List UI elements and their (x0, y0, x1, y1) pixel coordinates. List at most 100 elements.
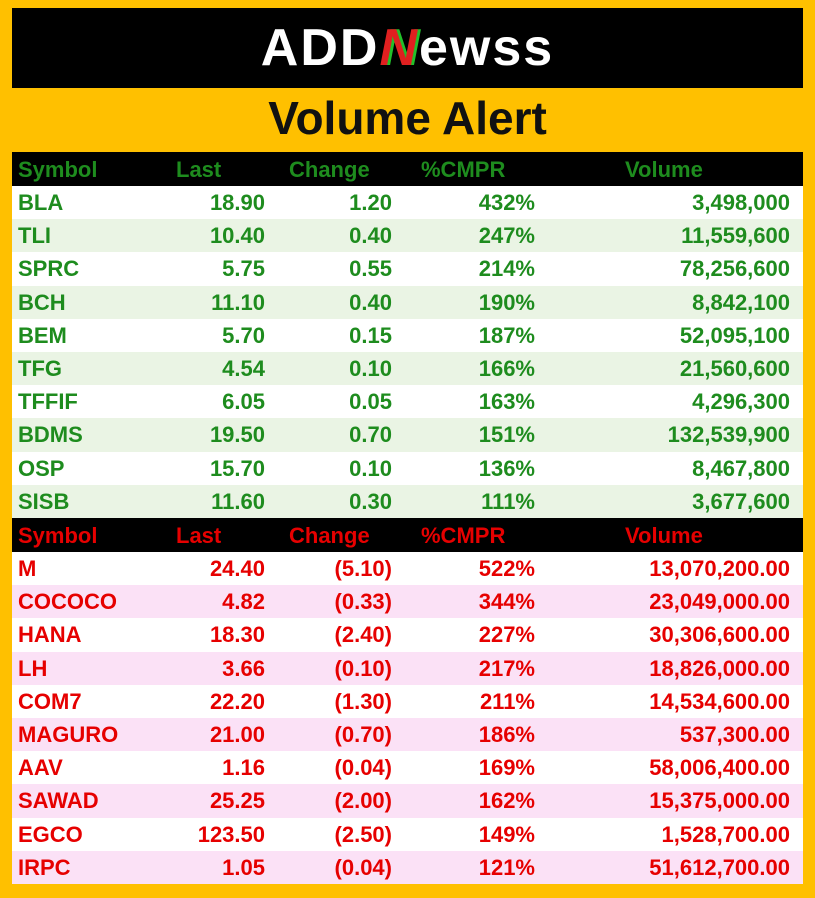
symbol: M (18, 556, 37, 581)
table-row: HANA 18.30 (2.40) 227% 30,306,600.00 (12, 618, 803, 652)
table-row: SAWAD 25.25 (2.00) 162% 15,375,000.00 (12, 784, 803, 818)
table-row: TFFIF 6.05 0.05 163% 4,296,300 (12, 385, 803, 419)
column-header: Last (176, 157, 222, 182)
logo-part: N (379, 19, 419, 77)
cell: (0.04) (334, 755, 392, 781)
cell: 18,826,000.00 (649, 655, 790, 681)
title: Volume Alert (268, 92, 547, 144)
symbol: BLA (18, 190, 64, 215)
symbol: TLI (18, 223, 51, 249)
cell: 190% (478, 289, 535, 315)
cell: 0.30 (349, 488, 392, 514)
cell: (0.10) (334, 655, 392, 681)
gainers-table: Symbol Last Change %CMPR Volume BLA 18.90 1.20 4… (12, 152, 803, 518)
column-header: Change (289, 523, 370, 548)
symbol: AAV (18, 755, 63, 781)
cell: 8,467,800 (692, 455, 790, 481)
symbol: SAWAD (18, 788, 99, 814)
cell: 0.15 (349, 322, 392, 348)
table-row: M 24.40 (5.10) 522% 13,070,200.00 (12, 552, 803, 586)
cell: 14,534,600.00 (649, 688, 790, 714)
cell: 5.70 (222, 322, 265, 348)
symbol: MAGURO (18, 721, 119, 747)
symbol: BDMS (18, 422, 83, 448)
cell: 1.16 (222, 755, 265, 781)
symbol: BCH (18, 289, 66, 315)
table-row: IRPC 1.05 (0.04) 121% 51,612,700.00 (12, 850, 803, 884)
table-row: BCH 11.10 0.40 190% 8,842,100 (12, 285, 803, 319)
cell: 1.05 (222, 854, 265, 880)
logo-part: ewss (419, 19, 555, 77)
column-header: Last (176, 523, 222, 548)
column-header: Volume (625, 523, 703, 548)
cell: 4,296,300 (692, 389, 790, 415)
cell: 149% (478, 821, 535, 847)
cell: 166% (478, 355, 535, 381)
cell: (2.00) (334, 788, 392, 814)
cell: 0.05 (349, 389, 392, 415)
cell: 121% (478, 854, 535, 880)
cell: 214% (478, 256, 535, 282)
cell: 537,300.00 (679, 721, 790, 747)
cell: 11.10 (211, 289, 265, 315)
table-row: TFG 4.54 0.10 166% 21,560,600 (12, 351, 803, 386)
column-header: Symbol (18, 157, 98, 182)
cell: 18.90 (209, 190, 265, 215)
symbol: LH (18, 655, 48, 681)
cell: 8,842,100 (692, 289, 790, 315)
cell: 344% (478, 589, 535, 615)
column-header: Symbol (18, 523, 98, 548)
cell: 163% (478, 389, 535, 415)
cell: 1.20 (349, 190, 392, 215)
cell: 11.60 (211, 488, 265, 514)
cell: (1.30) (334, 688, 392, 714)
cell: (2.40) (334, 622, 392, 648)
table-row: BLA 18.90 1.20 432% 3,498,000 (12, 186, 803, 220)
symbol: COM7 (18, 688, 82, 714)
cell: 6.05 (222, 389, 265, 415)
cell: 247% (478, 223, 535, 249)
cell: 217% (478, 655, 535, 681)
cell: 169% (478, 755, 535, 781)
cell: 3,677,600 (692, 488, 790, 514)
cell: 0.40 (349, 223, 392, 249)
cell: 186% (478, 721, 535, 747)
column-header: Volume (625, 157, 703, 182)
cell: (0.04) (334, 854, 392, 880)
table-row: EGCO 123.50 (2.50) 149% 1,528,700.00 (12, 817, 803, 851)
cell: 0.55 (349, 256, 392, 282)
header-row: Symbol Last Change %CMPR Volume (12, 152, 803, 186)
column-header: %CMPR (421, 523, 506, 548)
table-row: BEM 5.70 0.15 187% 52,095,100 (12, 318, 803, 352)
table-row: BDMS 19.50 0.70 151% 132,539,900 (12, 418, 803, 452)
cell: 21,560,600 (679, 355, 790, 381)
table-row: COM7 22.20 (1.30) 211% 14,534,600.00 (12, 684, 803, 718)
symbol: IRPC (18, 854, 71, 880)
cell: 0.70 (349, 422, 392, 448)
cell: 522% (478, 556, 535, 581)
losers-table: Symbol Last Change %CMPR Volume M 24.40 (5.10) 5… (12, 518, 803, 884)
cell: (2.50) (334, 821, 392, 847)
cell: 3.66 (222, 655, 265, 681)
cell: 30,306,600.00 (649, 622, 790, 648)
logo-part: ADD (260, 19, 380, 77)
cell: 15,375,000.00 (649, 788, 790, 814)
cell: 227% (478, 622, 535, 648)
table-row: LH 3.66 (0.10) 217% 18,826,000.00 (12, 651, 803, 685)
cell: 1,528,700.00 (661, 821, 790, 847)
symbol: SISB (18, 488, 70, 514)
cell: 15.70 (209, 455, 265, 481)
cell: 25.25 (209, 788, 265, 814)
symbol: SPRC (18, 256, 80, 282)
cell: 132,539,900 (667, 422, 790, 448)
cell: 78,256,600 (679, 256, 790, 282)
cell: (5.10) (334, 556, 392, 581)
cell: 58,006,400.00 (649, 755, 790, 781)
symbol: OSP (18, 455, 65, 481)
table-row: MAGURO 21.00 (0.70) 186% 537,300.00 (12, 717, 803, 752)
symbol: COCOCO (18, 589, 117, 615)
cell: 5.75 (222, 256, 265, 282)
cell: 18.30 (209, 622, 265, 648)
